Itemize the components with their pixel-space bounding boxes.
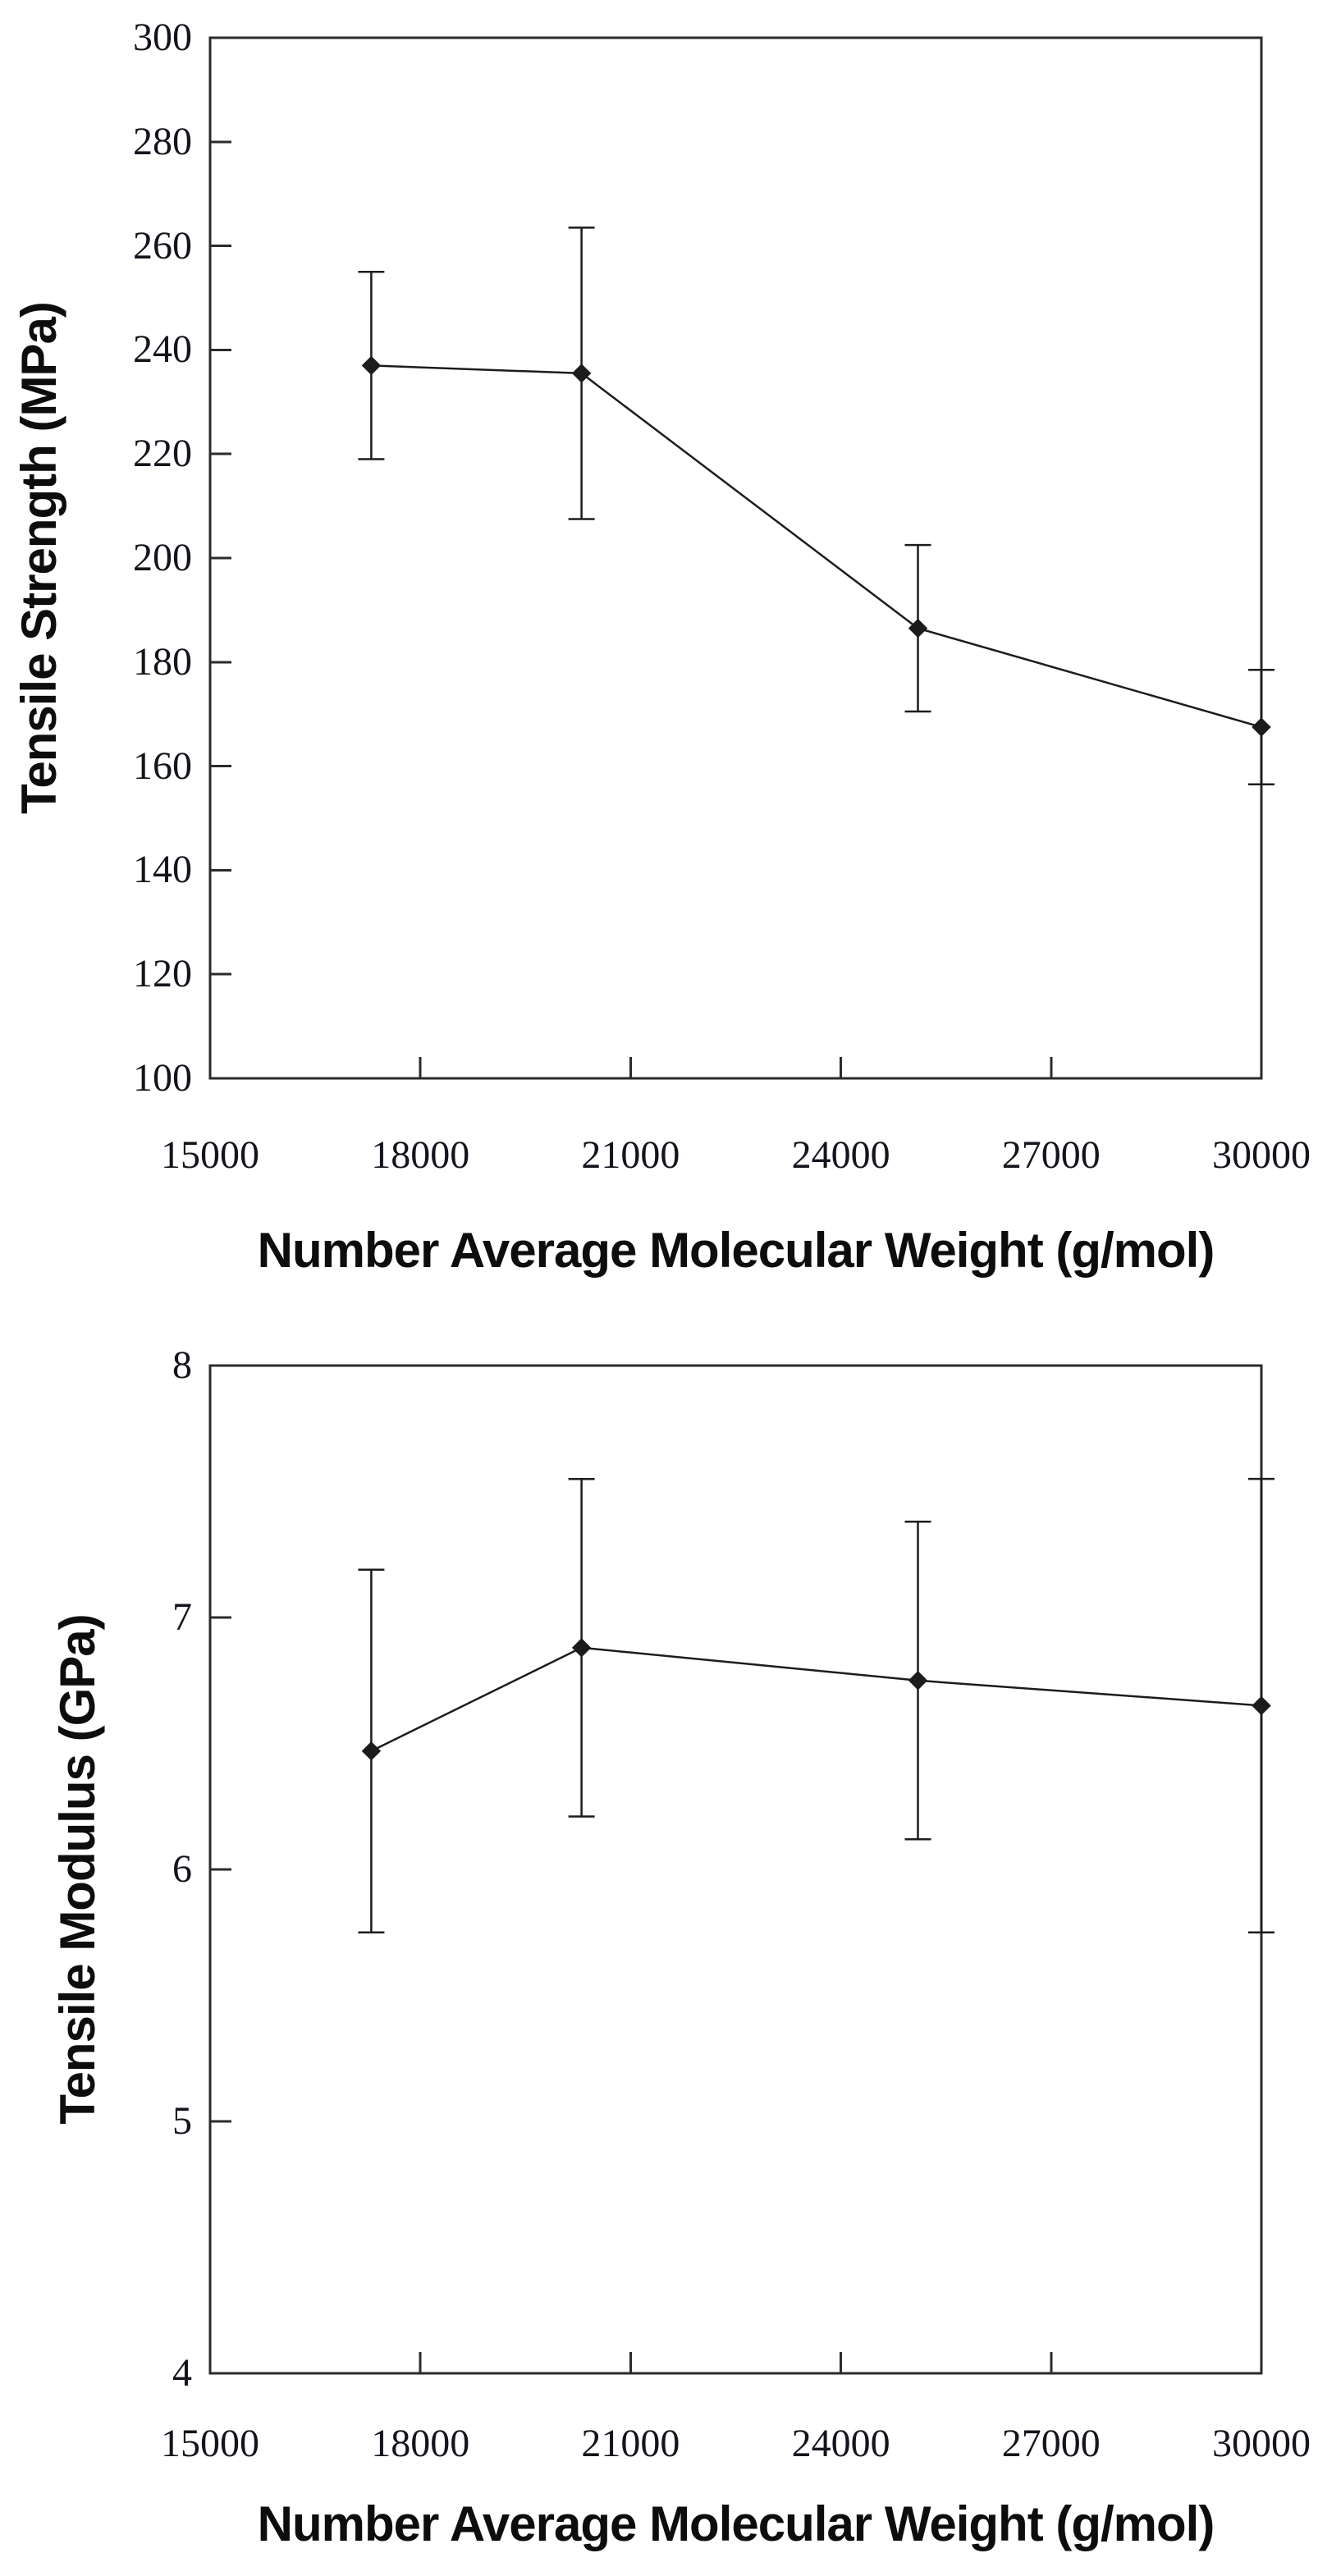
data-marker	[1252, 717, 1271, 737]
plot-canvas	[208, 36, 1275, 1080]
error-bars	[358, 226, 1275, 786]
y-tick-label: 220	[133, 432, 192, 476]
y-tick-label: 260	[133, 223, 192, 268]
x-tick-label: 24000	[791, 2422, 890, 2465]
x-tick-label: 27000	[1001, 1133, 1101, 1177]
data-marker	[571, 364, 592, 383]
x-tick-label: 18000	[371, 1133, 470, 1177]
error-bars	[358, 1477, 1275, 1934]
data-line	[370, 1646, 1262, 1752]
plot-border	[208, 1364, 1263, 2375]
data-marker	[908, 618, 928, 638]
y-tick-label: 300	[133, 16, 192, 59]
y-tick-label: 120	[133, 952, 192, 996]
y-tick-label: 140	[133, 848, 192, 892]
y-tick-label: 4	[172, 2351, 192, 2395]
axis-ticks	[210, 1616, 1053, 2373]
y-tick-label: 180	[133, 639, 192, 684]
data-marker	[361, 1741, 382, 1761]
y-tick-label: 6	[172, 1847, 192, 1891]
x-tick-label: 27000	[1001, 2422, 1101, 2465]
x-tick-label: 30000	[1212, 1133, 1311, 1177]
y-tick-label: 280	[133, 119, 192, 163]
data-marker	[1252, 1695, 1271, 1716]
x-tick-label: 24000	[791, 1133, 890, 1177]
x-axis-title: Number Average Molecular Weight (g/mol)	[257, 2496, 1215, 2551]
x-tick-label: 21000	[581, 1133, 680, 1177]
plot-canvas	[208, 1364, 1275, 2375]
y-tick-label: 240	[133, 327, 192, 372]
plot-border	[208, 36, 1263, 1080]
y-tick-label: 8	[172, 1343, 192, 1387]
data-marker	[361, 355, 382, 376]
y-tick-label: 5	[172, 2099, 192, 2143]
y-tick-label: 160	[133, 744, 192, 788]
data-marker	[571, 1638, 592, 1658]
x-tick-label: 15000	[161, 1133, 259, 1177]
axis-ticks	[210, 140, 1053, 1078]
x-tick-label: 15000	[161, 2422, 259, 2465]
plot-area	[208, 36, 1275, 1080]
plot-area	[208, 1364, 1275, 2375]
y-tick-label: 200	[133, 536, 192, 579]
data-line	[371, 364, 1262, 729]
data-marker	[908, 1671, 928, 1691]
x-axis-title: Number Average Molecular Weight (g/mol)	[257, 1223, 1215, 1278]
x-tick-label: 30000	[1212, 2422, 1311, 2465]
y-tick-label: 100	[133, 1056, 192, 1100]
x-tick-label: 18000	[371, 2422, 470, 2465]
y-tick-label: 7	[172, 1595, 192, 1639]
x-tick-label: 21000	[581, 2422, 680, 2465]
